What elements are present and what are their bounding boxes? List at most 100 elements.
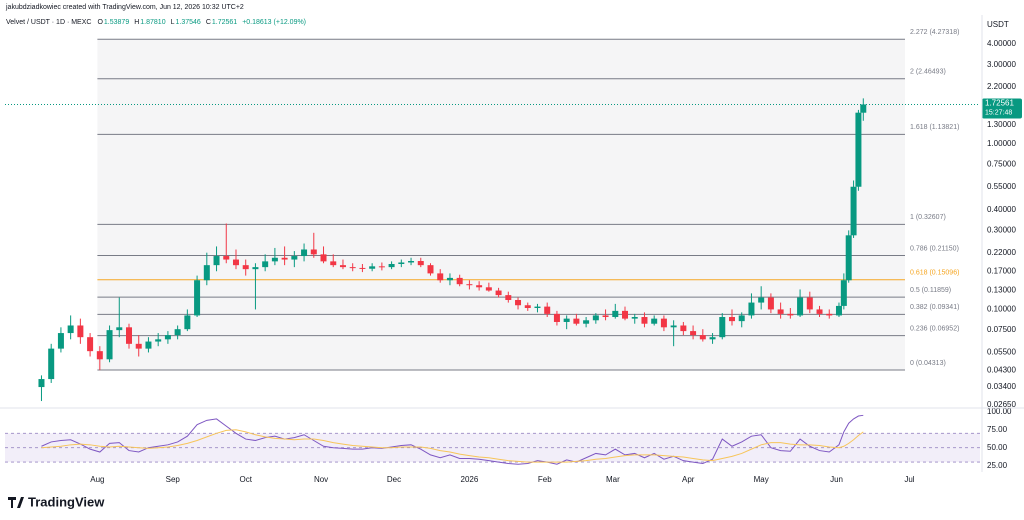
last-price-tag — [982, 98, 1022, 119]
y-tick-label: 0.40000 — [987, 205, 1016, 214]
candle-body — [806, 297, 813, 310]
candle-body — [728, 317, 735, 322]
y-tick-label: 1.30000 — [987, 120, 1016, 129]
x-tick-label: May — [754, 475, 769, 484]
x-tick-label: Sep — [166, 475, 181, 484]
candle-body — [860, 104, 867, 113]
ohlc-value: 1.72561 — [212, 19, 237, 26]
candle-body — [777, 309, 784, 314]
candle-body — [388, 263, 395, 268]
candle-body — [651, 318, 658, 324]
candle-body — [437, 273, 444, 281]
candle-body — [602, 315, 609, 318]
y-tick-label: 0.17000 — [987, 266, 1016, 275]
candle-body — [106, 330, 113, 360]
ohlc-value: 1.53879 — [104, 19, 129, 26]
candle-body — [855, 112, 862, 187]
candle-body — [174, 329, 181, 336]
x-tick-label: Jun — [830, 475, 843, 484]
candle-body — [719, 317, 726, 338]
y-tick-label: 0.03400 — [987, 382, 1016, 391]
candle-body — [826, 313, 833, 316]
y-tick-label: 25.00 — [987, 461, 1008, 470]
fib-label: 0.382 (0.09341) — [910, 304, 959, 311]
x-tick-label: Nov — [314, 475, 328, 484]
candle-body — [738, 315, 745, 322]
candle-body — [660, 318, 667, 328]
candle-body — [840, 280, 847, 306]
candle-body — [330, 261, 337, 266]
x-tick-label: Feb — [538, 475, 552, 484]
author-note: jakubdziadkowiec created with TradingVie… — [5, 4, 244, 11]
x-tick-label: Aug — [90, 475, 104, 484]
y-tick-label: 0.07500 — [987, 325, 1016, 334]
candle-body — [232, 259, 239, 266]
candle-body — [252, 267, 259, 270]
candle-body — [194, 280, 201, 316]
candle-body — [699, 335, 706, 340]
y-tick-label: 1.00000 — [987, 139, 1016, 148]
y-tick-label: 0.13000 — [987, 286, 1016, 295]
candle-body — [573, 318, 580, 324]
candle-body — [67, 325, 74, 334]
x-tick-label: Mar — [606, 475, 620, 484]
y-tick-label: 0.75000 — [987, 160, 1016, 169]
fib-label: 0.618 (0.15096) — [910, 270, 959, 277]
candle-body — [534, 306, 541, 309]
indicator-line — [41, 429, 864, 463]
candle-body — [349, 267, 356, 269]
candle-body — [281, 257, 288, 260]
x-tick-label: Jul — [904, 475, 914, 484]
candle-body — [767, 297, 774, 310]
fib-area — [97, 39, 905, 370]
fib-label: 0.236 (0.06952) — [910, 325, 959, 332]
ohlc-label: C — [206, 19, 211, 26]
logo: TradingView — [8, 494, 105, 509]
candle-body — [670, 325, 677, 328]
candle-body — [203, 265, 210, 281]
fib-label: 0.5 (0.11859) — [910, 287, 951, 294]
candle-body — [96, 351, 103, 360]
candle-body — [417, 260, 424, 266]
symbol: Velvet / USDT · 1D · MEXC — [6, 19, 91, 26]
candle-body — [339, 265, 346, 268]
candle-body — [48, 348, 55, 380]
ohlc-value: 1.87810 — [140, 19, 165, 26]
candle-body — [291, 256, 298, 260]
currency: USDT — [987, 20, 1009, 29]
fib-label: 0.786 (0.21150) — [910, 245, 959, 252]
candle-body — [553, 313, 560, 322]
logo-icon — [8, 497, 24, 508]
candle-body — [592, 315, 599, 321]
candle-body — [126, 327, 133, 344]
candle-body — [641, 317, 648, 324]
y-tick-label: 0.02650 — [987, 400, 1016, 409]
y-tick-label: 100.00 — [987, 407, 1012, 416]
fib-label: 1.618 (1.13821) — [910, 124, 959, 131]
candle-body — [845, 235, 852, 281]
candle-body — [505, 295, 512, 300]
countdown: 15:27:48 — [985, 109, 1012, 116]
candle-body — [262, 261, 269, 268]
candle-body — [446, 277, 453, 281]
y-tick-label: 75.00 — [987, 425, 1008, 434]
candle-body — [301, 249, 308, 257]
y-tick-label: 0.30000 — [987, 225, 1016, 234]
candle-body — [427, 265, 434, 274]
candle-body — [476, 285, 483, 288]
candle-body — [223, 256, 230, 260]
y-tick-label: 0.55000 — [987, 182, 1016, 191]
x-tick-label: Dec — [387, 475, 401, 484]
x-tick-label: Oct — [239, 475, 252, 484]
candle-body — [835, 305, 842, 316]
candle-body — [184, 315, 191, 330]
y-tick-label: 0.05500 — [987, 348, 1016, 357]
y-tick-label: 2.20000 — [987, 82, 1016, 91]
candle-body — [709, 337, 716, 340]
candle-body — [135, 343, 142, 349]
ohlc-label: O — [97, 19, 103, 26]
candle-body — [631, 317, 638, 319]
y-tick-label: 50.00 — [987, 443, 1008, 452]
ohlc-value: 1.37546 — [176, 19, 201, 26]
